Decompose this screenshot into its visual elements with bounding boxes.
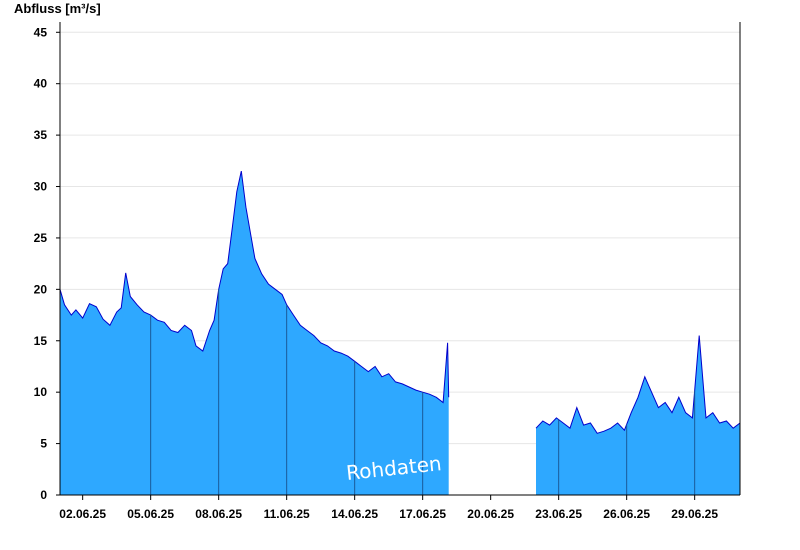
y-tick-label: 35: [34, 128, 48, 142]
x-tick-label: 29.06.25: [671, 507, 718, 521]
y-tick-label: 45: [34, 25, 48, 39]
y-axis-label: Abfluss [m³/s]: [14, 1, 101, 16]
series-area-2: [536, 335, 740, 495]
x-tick-label: 11.06.25: [264, 507, 310, 521]
y-tick-label: 25: [34, 231, 48, 245]
x-tick-label: 14.06.25: [331, 507, 378, 521]
y-tick-label: 10: [34, 385, 48, 399]
y-tick-label: 0: [40, 488, 47, 502]
x-tick-label: 20.06.25: [467, 507, 514, 521]
x-tick-label: 26.06.25: [603, 507, 650, 521]
tick-labels: 0 5 10 15 20 25 30 35 40 45 02.06.25 05.06.25 08.06.…: [34, 25, 719, 521]
y-tick-label: 5: [40, 437, 47, 451]
day-markers: [150, 289, 696, 495]
y-tick-label: 20: [34, 282, 48, 296]
series-line-1: [59, 170, 450, 404]
x-tick-label: 23.06.25: [535, 507, 582, 521]
y-tick-label: 30: [34, 180, 48, 194]
x-tick-label: 05.06.25: [127, 507, 174, 521]
axes: [56, 22, 741, 500]
series-line-2: [535, 335, 741, 434]
x-tick-label: 17.06.25: [399, 507, 446, 521]
y-tick-label: 15: [34, 334, 48, 348]
y-tick-label: 40: [34, 77, 48, 91]
series-layer: [59, 170, 741, 495]
x-tick-label: 08.06.25: [195, 507, 242, 521]
series-area-1: [60, 171, 449, 495]
x-tick-label: 02.06.25: [59, 507, 106, 521]
